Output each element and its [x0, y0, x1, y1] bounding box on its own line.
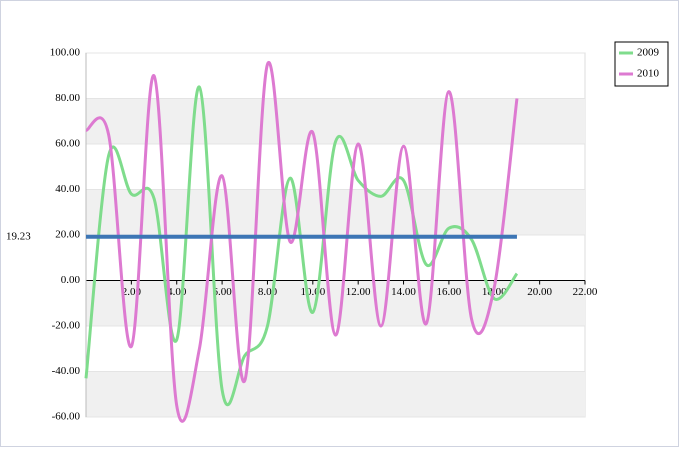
x-tick-label: 22.00 [573, 286, 598, 298]
legend-label: 2009 [637, 47, 660, 59]
grid-band [86, 98, 585, 144]
x-tick-label: 16.00 [437, 286, 462, 298]
y-tick-label: -20.00 [52, 320, 81, 332]
x-tick-label: 14.00 [391, 286, 416, 298]
legend-label: 2010 [637, 68, 660, 80]
legend-box [614, 41, 669, 87]
y-tick-label: -60.00 [52, 411, 81, 423]
y-tick-label: -40.00 [52, 365, 81, 377]
y-tick-label: 20.00 [55, 229, 80, 241]
x-tick-label: 20.00 [527, 286, 552, 298]
y-tick-label: 100.00 [50, 47, 81, 59]
y-tick-label: 0.00 [61, 274, 81, 286]
series-line [84, 85, 519, 407]
grid-band [86, 189, 585, 235]
grid-band [86, 371, 585, 417]
y-tick-label: 80.00 [55, 92, 80, 104]
x-tick-label: 10.00 [300, 286, 325, 298]
x-tick-label: 12.00 [346, 286, 371, 298]
y-tick-label: 40.00 [55, 183, 80, 195]
reference-label: 19.23 [6, 230, 31, 242]
y-tick-label: 60.00 [55, 138, 80, 150]
x-tick-label: 6.00 [212, 286, 232, 298]
